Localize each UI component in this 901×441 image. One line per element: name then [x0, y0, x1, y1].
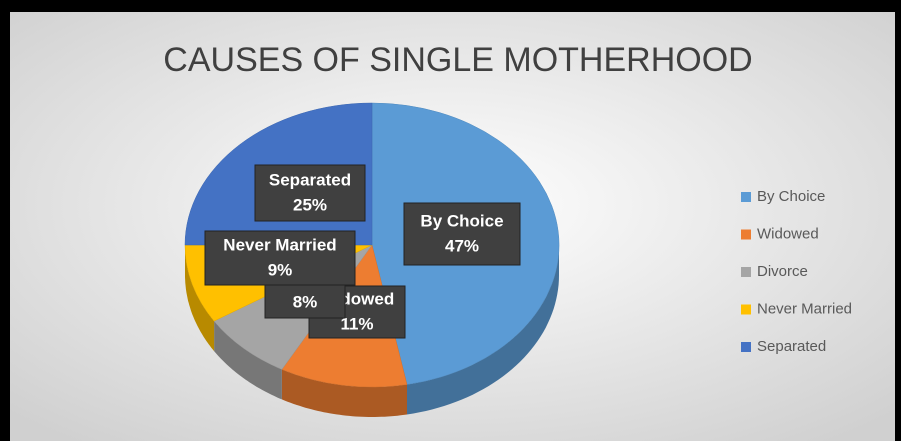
data-label: Separated 25% [254, 164, 366, 222]
data-label-value: 11% [340, 314, 373, 333]
legend-label: Never Married [757, 300, 852, 317]
data-label-box [204, 230, 356, 286]
slice-side [214, 321, 282, 400]
slice-side [185, 245, 215, 352]
legend-swatch [741, 192, 751, 202]
legend-swatch [741, 304, 751, 315]
legend-label: By Choice [757, 188, 825, 205]
chart-title: CAUSES OF SINGLE MOTHERHOOD [163, 41, 752, 79]
data-label-value: 8% [293, 292, 318, 311]
data-label-box [403, 202, 521, 266]
data-label-name: Never Married [223, 235, 336, 254]
slice-side [407, 245, 559, 415]
data-label-box [254, 164, 366, 222]
slice-side [281, 369, 407, 417]
legend-swatch [741, 342, 751, 352]
legend-swatch [741, 267, 751, 277]
data-label-name: Separated [269, 170, 351, 189]
data-label-name: By Choice [420, 211, 503, 230]
data-label: By Choice 47% [403, 202, 521, 266]
data-label-value: 47% [445, 236, 479, 255]
legend-label: Separated [757, 338, 826, 355]
data-label: Never Married 9% [204, 230, 356, 286]
legend-label: Divorce [757, 263, 808, 280]
data-label-value: 25% [293, 195, 327, 214]
legend-swatch [741, 229, 751, 240]
legend-label: Widowed [757, 225, 819, 242]
data-label-value: 9% [268, 260, 293, 279]
